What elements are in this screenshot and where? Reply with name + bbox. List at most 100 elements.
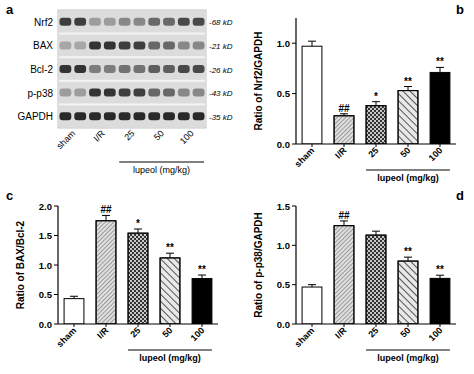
x-tick-label: 100 [427,325,445,343]
error-stem [312,41,313,46]
y-tick-label: 1.0 [39,260,52,271]
group-line [119,162,204,163]
bar [96,221,116,324]
band [104,41,116,49]
error-bar [166,253,174,258]
error-bar [134,229,142,233]
bar [430,278,450,324]
x-tick-label: I/R [95,325,111,341]
size-label: -26 kD [209,66,233,75]
band [148,112,160,120]
x-tick-label: sham [293,145,317,169]
size-label: -43 kD [209,89,233,98]
y-tick [54,265,58,266]
y-tick-label: 0.5 [277,279,291,290]
error-bar [436,67,444,72]
blot-strip [58,105,206,127]
bar [160,258,180,324]
row-label: p-p38 [27,88,53,99]
blot-strip [58,82,206,104]
y-tick [292,206,296,207]
error-cap [70,296,78,297]
panel-label: a [6,2,14,17]
band [163,41,175,49]
band [104,65,116,73]
group-label: lupeol (mg/kg) [139,353,201,363]
band [60,65,72,73]
group-label: lupeol (mg/kg) [377,173,439,183]
x-tick [376,144,377,147]
x-tick-label: 25 [366,325,380,339]
bar [64,299,84,324]
band [134,112,146,120]
band [119,89,131,97]
bar-pattern [366,106,386,144]
panel-label: d [456,188,464,203]
error-bar [436,275,444,278]
band [134,89,146,97]
error-bar [372,231,380,235]
panel-label: b [456,2,464,17]
x-tick [344,144,345,147]
x-tick [312,144,313,147]
x-tick [74,324,75,327]
y-tick [292,144,296,145]
x-tick-label: I/R [333,145,349,161]
bar-pattern [96,221,116,324]
x-tick-label: sham [55,325,79,349]
y-axis [295,206,296,324]
size-label: -35 kD [209,113,233,122]
y-tick-label: 1.0 [277,240,290,251]
band [178,41,190,49]
y-tick [292,43,296,44]
y-tick-label: 2.0 [39,201,52,212]
band [104,89,116,97]
band [89,41,101,49]
error-bar [340,114,348,116]
bar-pattern [398,91,418,144]
panel-label: c [6,188,13,203]
x-tick-label: 25 [128,325,142,339]
bar-pattern [334,226,354,324]
bar-pattern [366,235,386,324]
annotation: ** [166,242,174,253]
y-tick-label: 1.5 [39,230,53,241]
bar-pattern [160,258,180,324]
x-tick-label: 50 [160,325,174,339]
annotation: ** [436,264,444,275]
annotation: ## [338,103,350,114]
band [148,89,160,97]
band [119,65,131,73]
x-tick [312,324,313,327]
band [74,65,86,73]
band [148,65,160,73]
error-stem [202,275,203,279]
y-tick-label: 1.0 [277,38,290,49]
bar-pattern [334,116,354,144]
annotation: ## [100,204,112,215]
band [60,18,72,26]
background [0,0,474,374]
group-line [366,170,450,171]
y-tick-label: 0.0 [277,319,290,330]
y-tick [292,245,296,246]
error-stem [138,229,139,233]
x-tick [170,324,171,327]
bar [334,116,354,144]
error-cap [308,284,316,285]
x-tick [138,324,139,327]
group-label: lupeol (mg/kg) [133,165,190,175]
row-label: Nrf2 [34,17,53,28]
band [163,89,175,97]
y-tick-label: 1.5 [277,201,291,212]
bar [366,235,386,324]
x-tick [106,324,107,327]
error-bar [308,41,316,46]
band [163,18,175,26]
error-stem [376,231,377,235]
y-axis-label: Ratio of BAX/Bcl-2 [15,220,26,309]
error-bar [70,296,78,298]
lane-label: 25 [122,128,136,142]
bar-pattern [128,233,148,324]
x-tick-label: 50 [398,325,412,339]
